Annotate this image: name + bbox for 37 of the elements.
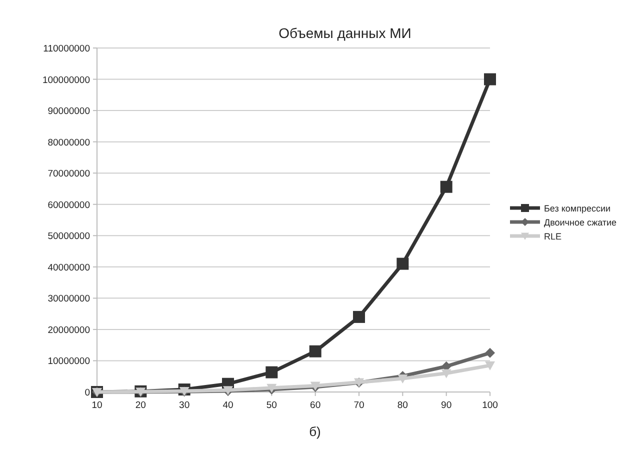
point — [485, 361, 495, 370]
y-tick-label: 100000000 — [42, 74, 90, 86]
x-tick-label: 80 — [397, 400, 408, 411]
point — [266, 366, 278, 378]
x-tick-label: 90 — [441, 400, 452, 411]
x-tick-label: 100 — [482, 400, 498, 411]
point — [440, 180, 452, 193]
x-tick-label: 10 — [92, 400, 102, 411]
y-tick-label: 60000000 — [48, 200, 90, 211]
y-tick-label: 40000000 — [48, 262, 90, 274]
point — [396, 258, 409, 270]
y-tick-label: 80000000 — [48, 137, 90, 148]
point — [353, 310, 365, 323]
x-tick-label: 60 — [310, 400, 321, 411]
point — [398, 374, 408, 384]
y-tick-label: 70000000 — [48, 168, 90, 180]
x-tick-label: 20 — [135, 400, 146, 411]
x-tick-label: 40 — [222, 400, 234, 411]
y-tick-label: 50000000 — [48, 231, 90, 242]
legend-label: RLE — [544, 232, 562, 242]
y-tick-label: 30000000 — [48, 294, 90, 305]
point — [485, 348, 495, 358]
y-tick-label: 20000000 — [48, 324, 90, 336]
point — [441, 369, 452, 378]
x-tick-label: 70 — [354, 400, 364, 411]
text: б) — [309, 424, 321, 439]
legend-label: Двоичное сжатие — [544, 218, 617, 228]
point — [309, 345, 322, 358]
legend-label: Без компрессии — [544, 204, 611, 214]
x-tick-label: 30 — [179, 400, 190, 411]
y-tick-label: 0 — [84, 388, 90, 398]
y-tick-label: 110000000 — [43, 44, 90, 54]
chart-title: Объемы данных МИ — [278, 25, 412, 41]
x-tick-label: 50 — [266, 400, 277, 411]
point — [484, 73, 496, 86]
y-tick-label: 90000000 — [48, 106, 90, 118]
y-tick-label: 10000000 — [48, 356, 90, 368]
